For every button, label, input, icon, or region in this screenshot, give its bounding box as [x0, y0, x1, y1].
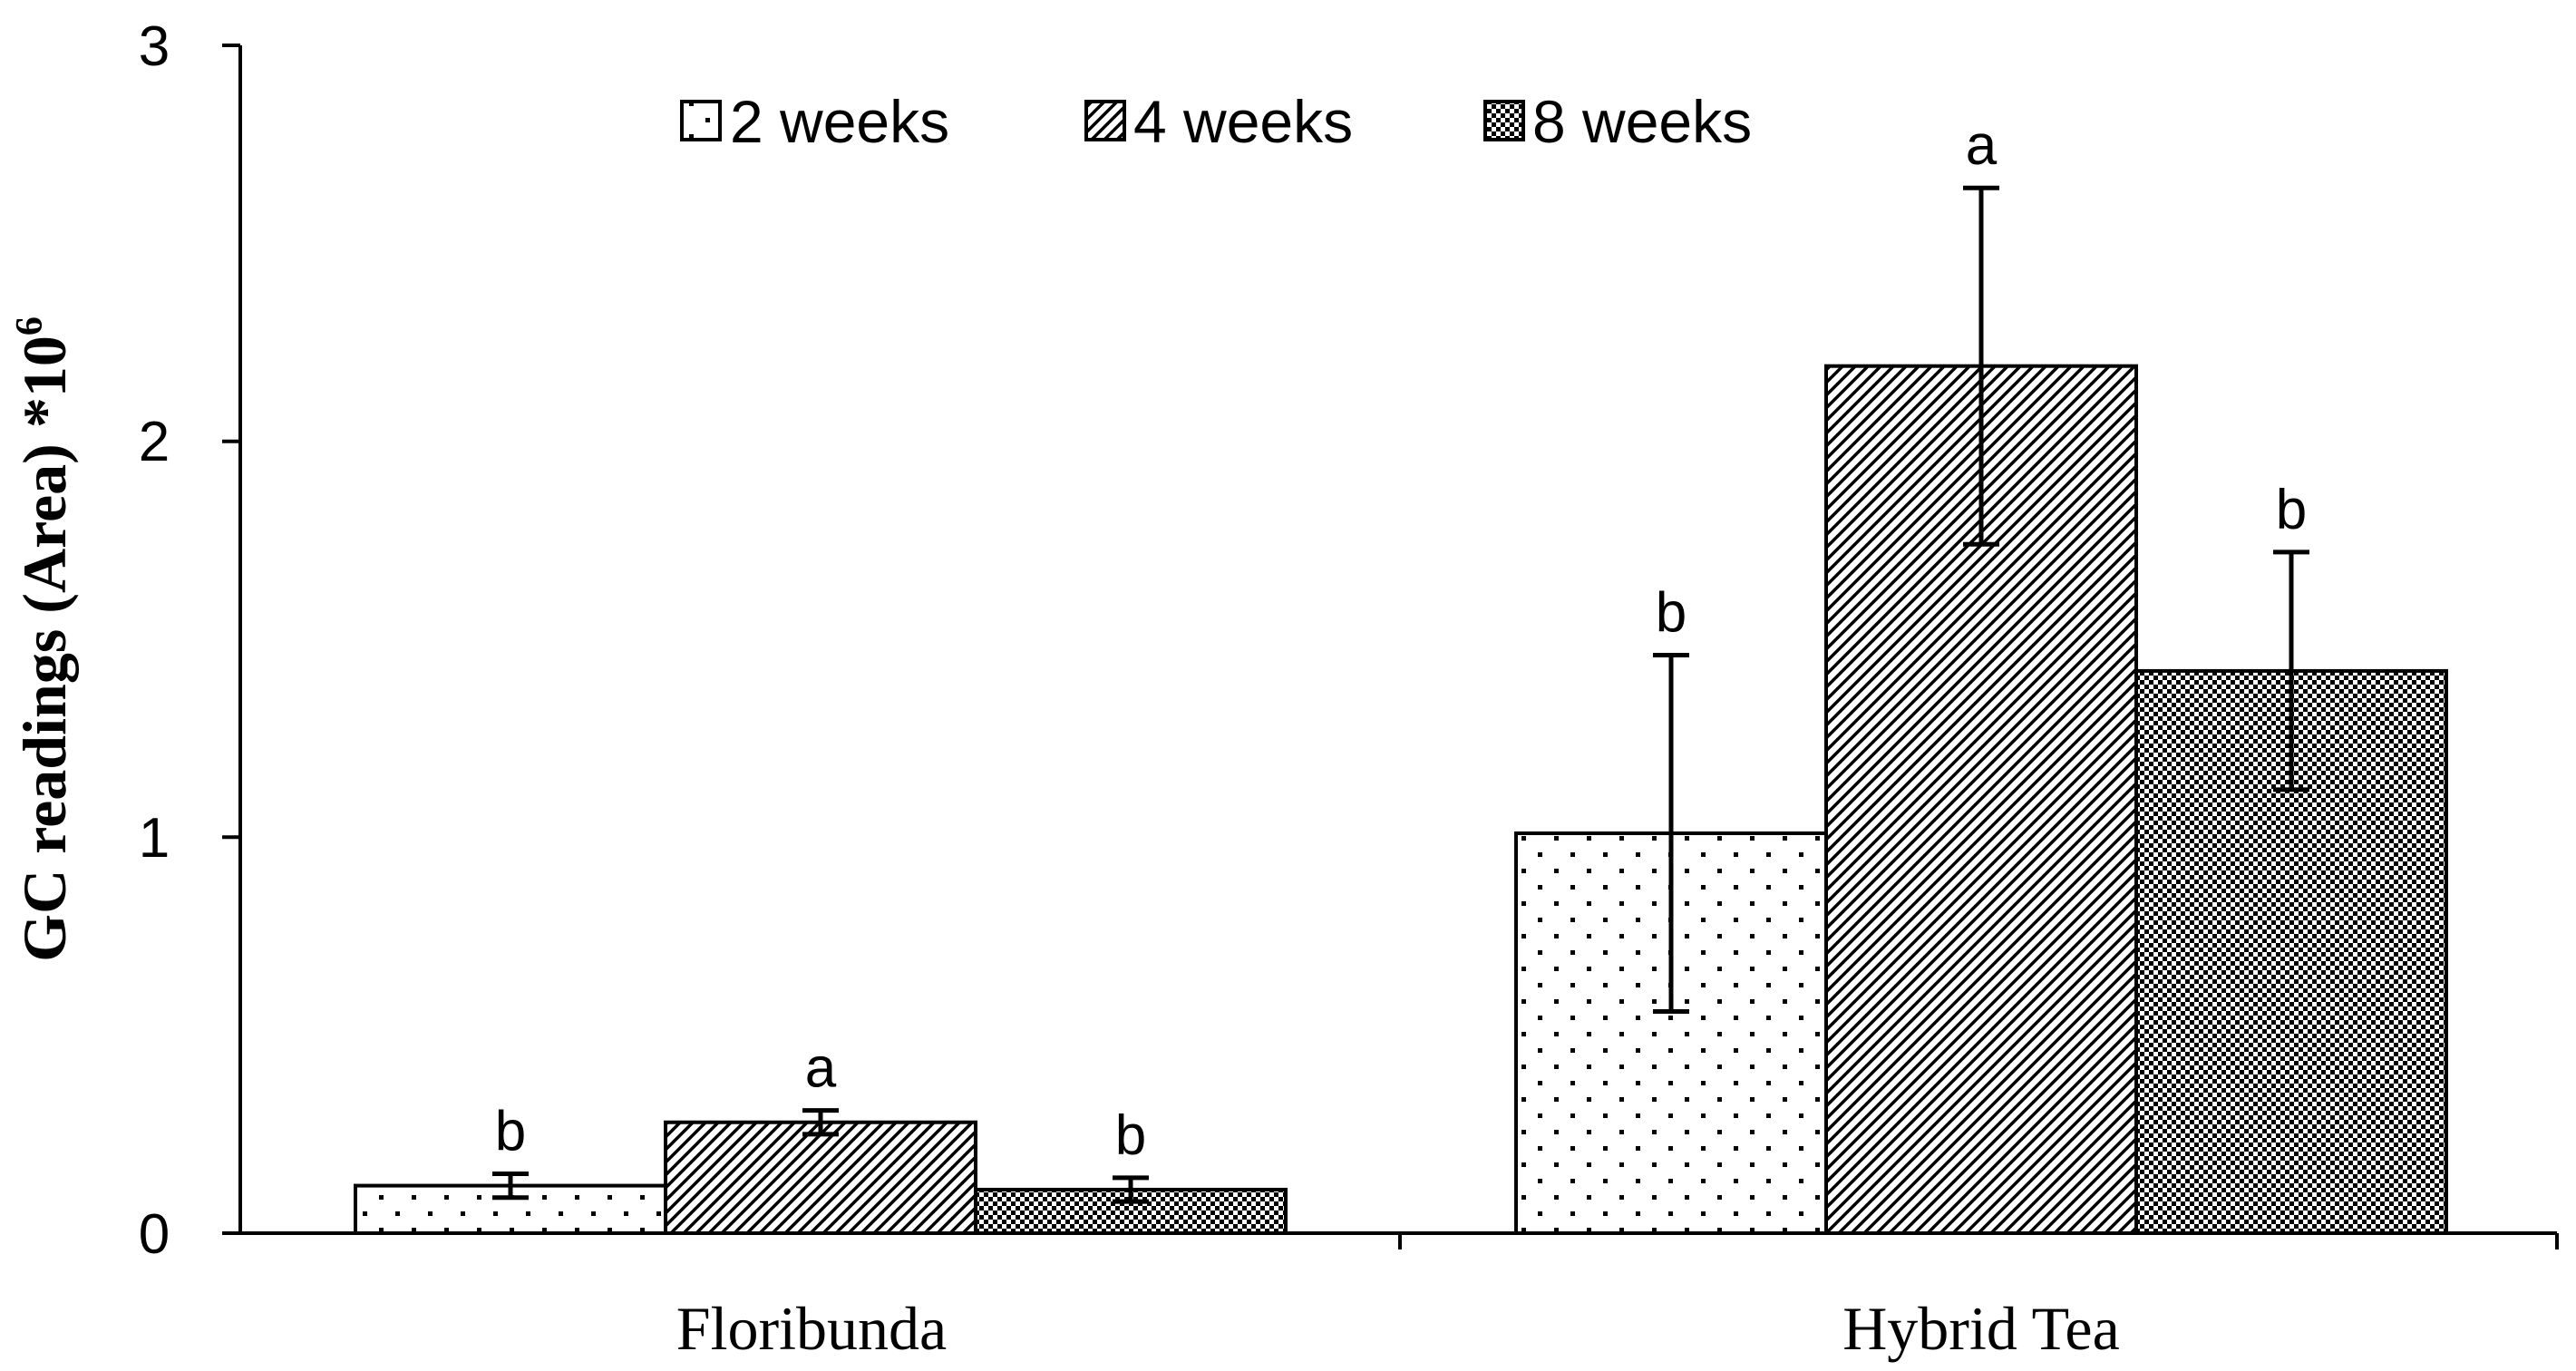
y-tick-label: 0 — [139, 1203, 170, 1266]
error-bar — [492, 1172, 529, 1201]
y-axis-title: GC readings (Area) *106 — [9, 316, 79, 962]
error-bar — [1113, 1175, 1149, 1204]
y-tick-label: 2 — [139, 411, 170, 473]
bar-floribunda-4-weeks — [664, 1120, 977, 1235]
significance-label: b — [2276, 479, 2307, 541]
legend-label-2-weeks: 2 weeks — [730, 88, 949, 155]
legend-swatch-8-weeks — [1483, 100, 1525, 141]
category-label-floribunda: Floribunda — [676, 1294, 947, 1363]
significance-label: b — [1656, 581, 1687, 644]
error-bar — [802, 1108, 839, 1137]
category-label-hybrid-tea: Hybrid Tea — [1842, 1294, 2120, 1363]
y-tick-label: 3 — [139, 15, 170, 78]
error-bar — [1963, 185, 1999, 547]
legend-swatch-4-weeks — [1084, 100, 1126, 141]
legend-swatch-2-weeks — [680, 100, 722, 141]
error-bar — [2273, 549, 2309, 792]
legend: 2 weeks 4 weeks 8 weeks — [680, 88, 1752, 155]
significance-label: b — [495, 1101, 526, 1163]
significance-label: b — [1115, 1104, 1146, 1167]
error-bar — [1653, 652, 1689, 1014]
y-tick-label: 1 — [139, 807, 170, 870]
significance-label: a — [805, 1037, 837, 1100]
significance-label: a — [1966, 114, 1998, 177]
legend-label-8-weeks: 8 weeks — [1532, 88, 1752, 155]
legend-label-4-weeks: 4 weeks — [1133, 88, 1353, 155]
